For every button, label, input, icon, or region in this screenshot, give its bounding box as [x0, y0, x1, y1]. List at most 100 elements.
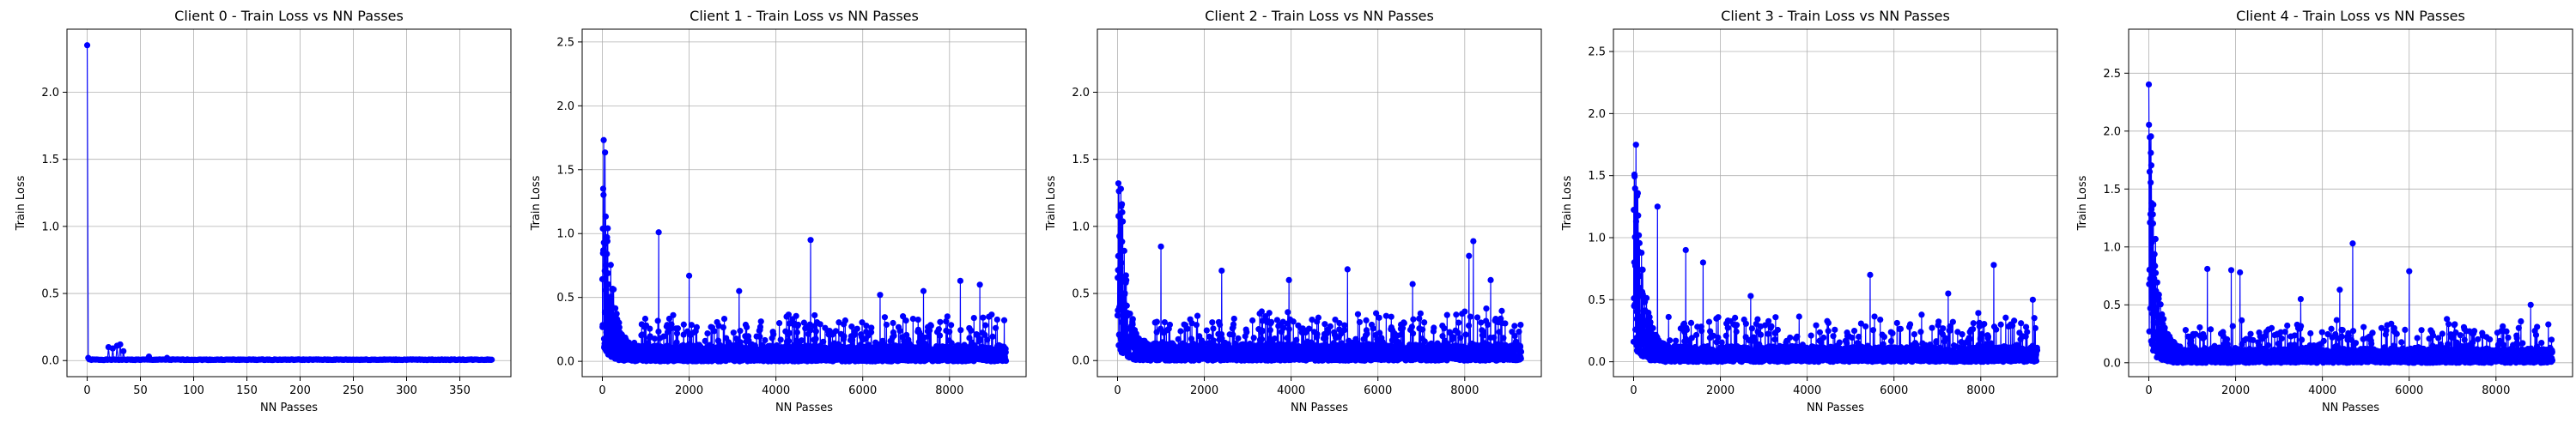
data-point [1314, 330, 1321, 338]
x-tick-label: 350 [449, 384, 471, 397]
data-point [1466, 252, 1473, 259]
data-point [807, 327, 814, 334]
data-point [1210, 325, 1217, 332]
data-point [1123, 277, 1130, 284]
data-point [1410, 316, 1417, 323]
data-point [1235, 335, 1242, 341]
data-point [1260, 328, 1267, 335]
data-point [1243, 329, 1250, 335]
data-point [1119, 218, 1127, 225]
data-point [603, 287, 610, 293]
data-point [1206, 333, 1212, 340]
x-tick-label: 2000 [675, 384, 703, 397]
data-point [957, 277, 964, 284]
data-point [1344, 266, 1351, 273]
data-point [1457, 335, 1464, 341]
data-point [737, 328, 744, 335]
data-point [1230, 321, 1237, 328]
data-point [605, 269, 611, 277]
data-point [607, 262, 614, 269]
data-point [693, 323, 701, 330]
data-point [867, 329, 875, 335]
data-point [1356, 318, 1364, 326]
data-point [1400, 319, 1407, 327]
data-point [925, 333, 932, 340]
data-point [1002, 348, 1009, 356]
data-point [1388, 313, 1394, 320]
data-point [935, 326, 942, 333]
x-tick-label: 100 [183, 384, 204, 397]
y-axis-label: Train Loss [15, 175, 27, 231]
data-point [603, 262, 610, 269]
data-point [1280, 324, 1287, 331]
data-point [1309, 316, 1315, 323]
data-point [598, 275, 606, 282]
data-point [785, 337, 793, 345]
data-point [896, 327, 903, 335]
data-point [992, 324, 999, 331]
data-point [1416, 315, 1423, 322]
series-0 [598, 136, 1010, 365]
data-point [757, 318, 764, 325]
data-point [1421, 338, 1428, 345]
data-point [1376, 314, 1382, 321]
data-point [1443, 311, 1450, 318]
data-point [599, 225, 606, 233]
data-point [605, 320, 612, 328]
data-point [616, 324, 623, 331]
data-point [920, 287, 927, 294]
data-point [1116, 271, 1124, 278]
data-point [601, 309, 609, 316]
data-point [926, 327, 933, 334]
chart-title: Client 0 - Train Loss vs NN Passes [174, 8, 404, 24]
data-point [1118, 201, 1126, 208]
data-point [976, 335, 983, 342]
data-point [1290, 318, 1297, 325]
axes-frame [581, 28, 1027, 378]
data-point [83, 42, 91, 49]
data-point [1217, 321, 1224, 329]
data-point [655, 229, 662, 236]
data-point [673, 339, 680, 346]
data-point [730, 329, 737, 336]
x-tick-label: 8000 [935, 384, 963, 397]
data-point [1177, 328, 1184, 335]
x-tick-label: 250 [343, 384, 364, 397]
data-point [793, 329, 800, 335]
data-point [736, 287, 743, 294]
x-axis-label: NN Passes [775, 402, 833, 414]
data-point [600, 136, 607, 143]
data-point [863, 323, 870, 329]
data-point [604, 238, 611, 245]
data-point [807, 237, 814, 244]
data-point [890, 319, 896, 327]
data-point [1230, 315, 1237, 323]
data-point [651, 335, 659, 342]
data-point [1467, 313, 1473, 320]
y-tick-label: 1.0 [556, 228, 574, 241]
data-point [776, 320, 783, 327]
data-point [1157, 243, 1164, 250]
data-point [1119, 208, 1126, 215]
data-point [1127, 310, 1133, 317]
data-point [812, 335, 819, 342]
data-point [1465, 322, 1473, 329]
data-point [883, 321, 890, 329]
data-point [793, 312, 799, 319]
data-point [849, 336, 856, 343]
data-point [1175, 335, 1182, 342]
x-axis-label: NN Passes [260, 402, 318, 414]
data-point [1341, 322, 1348, 329]
data-point [800, 319, 808, 326]
data-point [832, 328, 840, 335]
data-point [1193, 322, 1200, 329]
data-point [785, 311, 792, 318]
data-point [1114, 312, 1121, 319]
data-point [655, 328, 662, 335]
x-tick-label: 6000 [848, 384, 877, 397]
data-point [984, 336, 991, 343]
x-tick-label: 150 [236, 384, 258, 397]
data-point [890, 332, 897, 339]
data-point [812, 328, 819, 335]
data-point [936, 332, 944, 339]
